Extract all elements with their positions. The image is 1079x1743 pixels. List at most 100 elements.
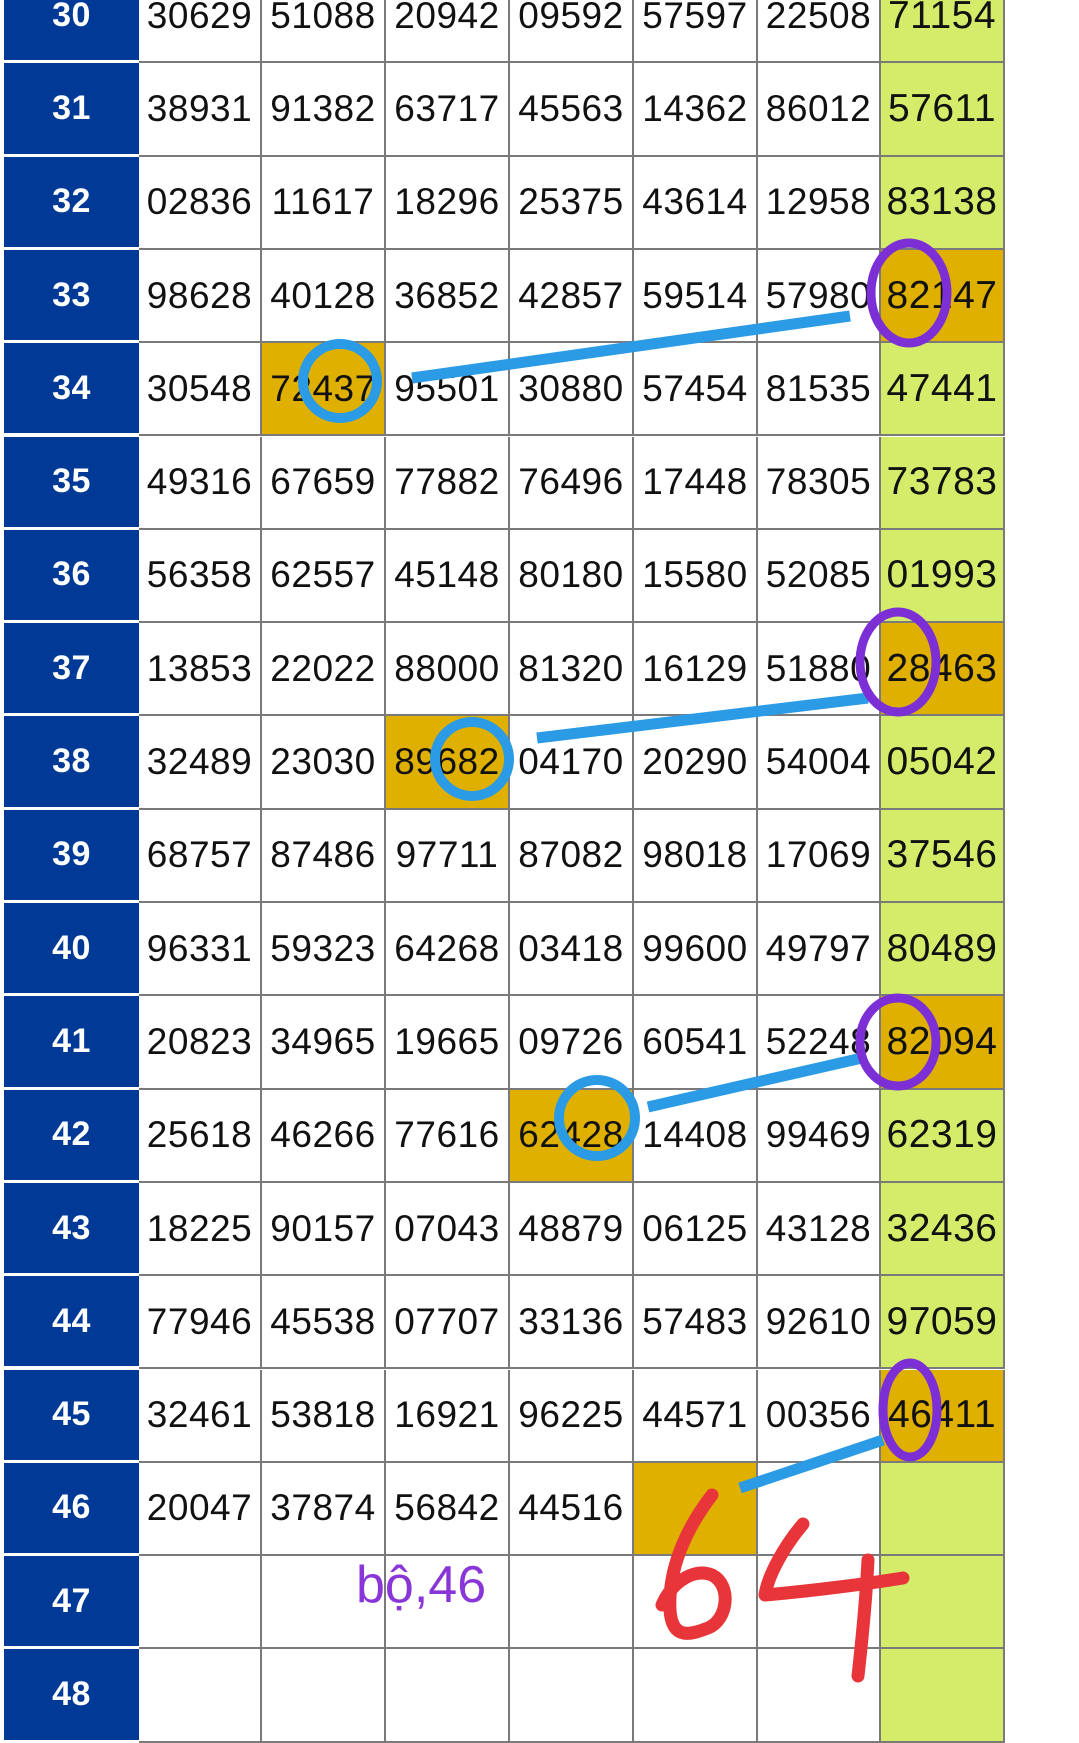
result-cell: 45563 bbox=[510, 63, 634, 157]
result-cell: 87486 bbox=[262, 809, 386, 903]
result-cell: 14408 bbox=[634, 1089, 758, 1183]
result-cell: 80180 bbox=[510, 529, 634, 624]
result-cell: 03418 bbox=[510, 903, 634, 997]
result-cell: 23030 bbox=[262, 716, 386, 810]
result-cell: 77616 bbox=[386, 1089, 510, 1183]
result-cell: 78305 bbox=[758, 436, 881, 530]
result-cell: 77882 bbox=[386, 436, 510, 530]
result-cell bbox=[386, 1556, 510, 1650]
result-cell: 62428 bbox=[510, 1089, 634, 1183]
result-cell-special: 97059 bbox=[881, 1276, 1005, 1370]
result-cell-special: 62319 bbox=[881, 1089, 1005, 1183]
row-number: 31 bbox=[4, 63, 139, 157]
result-cell: 43128 bbox=[758, 1182, 881, 1277]
row-number: 33 bbox=[4, 249, 139, 344]
result-cell: 86012 bbox=[758, 63, 881, 157]
result-cell-special: 82094 bbox=[881, 996, 1005, 1090]
result-cell: 34965 bbox=[262, 996, 386, 1090]
result-cell-special: 05042 bbox=[881, 716, 1005, 810]
result-cell: 07043 bbox=[386, 1182, 510, 1277]
result-cell-special bbox=[881, 1462, 1005, 1557]
result-cell: 33136 bbox=[510, 1276, 634, 1370]
row-number: 39 bbox=[4, 809, 139, 903]
result-cell: 09592 bbox=[510, 0, 634, 64]
row-number: 30 bbox=[4, 0, 139, 64]
result-cell: 15580 bbox=[634, 529, 758, 624]
connector-line bbox=[536, 692, 869, 744]
result-cell: 96331 bbox=[139, 903, 262, 997]
result-cell-special: 28463 bbox=[881, 623, 1005, 717]
blue-circle-mark bbox=[430, 717, 514, 801]
result-cell: 62557 bbox=[262, 529, 386, 624]
result-cell: 54004 bbox=[758, 716, 881, 810]
result-cell: 30880 bbox=[510, 343, 634, 437]
result-cell: 49797 bbox=[758, 903, 881, 997]
result-cell: 22508 bbox=[758, 0, 881, 64]
row-number: 32 bbox=[4, 156, 139, 250]
result-cell: 68757 bbox=[139, 809, 262, 903]
result-cell: 57454 bbox=[634, 343, 758, 437]
result-cell: 51088 bbox=[262, 0, 386, 64]
handwritten-64 bbox=[655, 1488, 910, 1683]
result-cell: 53818 bbox=[262, 1369, 386, 1463]
result-cell: 64268 bbox=[386, 903, 510, 997]
result-cell-special: 47441 bbox=[881, 343, 1005, 437]
annotation-overlay bbox=[298, 238, 952, 1683]
result-cell-special: 01993 bbox=[881, 529, 1005, 624]
result-cell: 45538 bbox=[262, 1276, 386, 1370]
result-cell: 99600 bbox=[634, 903, 758, 997]
row-number: 43 bbox=[4, 1182, 139, 1277]
connector-line bbox=[738, 1434, 885, 1494]
result-cell: 51880 bbox=[758, 623, 881, 717]
result-cell: 20942 bbox=[386, 0, 510, 64]
purple-circle-mark bbox=[878, 1358, 942, 1462]
result-cell: 63717 bbox=[386, 63, 510, 157]
result-cell: 20047 bbox=[139, 1462, 262, 1557]
result-cell: 57483 bbox=[634, 1276, 758, 1370]
blue-circle-mark bbox=[554, 1075, 640, 1161]
result-cell: 17069 bbox=[758, 809, 881, 903]
result-cell: 81535 bbox=[758, 343, 881, 437]
result-cell: 57980 bbox=[758, 249, 881, 344]
result-cell: 04170 bbox=[510, 716, 634, 810]
result-cell: 25375 bbox=[510, 156, 634, 250]
result-cell bbox=[510, 1556, 634, 1650]
result-cell: 46266 bbox=[262, 1089, 386, 1183]
result-cell-special: 73783 bbox=[881, 436, 1005, 530]
result-cell: 43614 bbox=[634, 156, 758, 250]
result-cell bbox=[634, 1556, 758, 1650]
result-cell-special: 32436 bbox=[881, 1182, 1005, 1277]
result-cell: 22022 bbox=[262, 623, 386, 717]
result-cell-special: 80489 bbox=[881, 903, 1005, 997]
row-number: 44 bbox=[4, 1276, 139, 1370]
result-cell: 52085 bbox=[758, 529, 881, 624]
result-cell: 17448 bbox=[634, 436, 758, 530]
result-cell: 91382 bbox=[262, 63, 386, 157]
result-cell bbox=[139, 1556, 262, 1650]
result-cell: 48879 bbox=[510, 1182, 634, 1277]
result-cell: 56358 bbox=[139, 529, 262, 624]
result-cell: 99469 bbox=[758, 1089, 881, 1183]
result-cell: 96225 bbox=[510, 1369, 634, 1463]
result-cell: 81320 bbox=[510, 623, 634, 717]
row-number: 34 bbox=[4, 343, 139, 437]
result-cell-special: 57611 bbox=[881, 63, 1005, 157]
connector-line bbox=[646, 1052, 864, 1113]
row-number: 40 bbox=[4, 903, 139, 997]
result-cell: 88000 bbox=[386, 623, 510, 717]
row-number: 46 bbox=[4, 1462, 139, 1557]
result-cell: 02836 bbox=[139, 156, 262, 250]
results-table: 30 30629 51088 20942 09592 57597 22508 71154 31 3… bbox=[4, 0, 1005, 1743]
result-cell: 45148 bbox=[386, 529, 510, 624]
result-cell: 06125 bbox=[634, 1182, 758, 1277]
result-cell: 38931 bbox=[139, 63, 262, 157]
row-number: 41 bbox=[4, 996, 139, 1090]
result-cell: 30629 bbox=[139, 0, 262, 64]
result-cell: 14362 bbox=[634, 63, 758, 157]
result-cell: 98628 bbox=[139, 249, 262, 344]
result-cell: 20290 bbox=[634, 716, 758, 810]
row-number: 37 bbox=[4, 623, 139, 717]
result-cell: 40128 bbox=[262, 249, 386, 344]
result-cell: 57597 bbox=[634, 0, 758, 64]
row-number: 38 bbox=[4, 716, 139, 810]
